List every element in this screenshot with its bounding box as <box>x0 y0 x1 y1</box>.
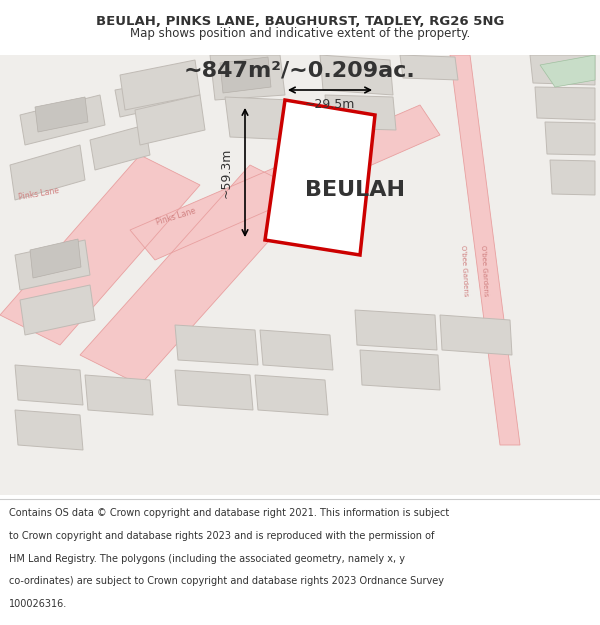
Polygon shape <box>175 325 258 365</box>
Polygon shape <box>15 410 83 450</box>
Polygon shape <box>320 55 393 95</box>
Text: Pinks Lane: Pinks Lane <box>155 206 197 227</box>
Polygon shape <box>130 105 440 260</box>
Polygon shape <box>400 55 458 80</box>
Polygon shape <box>360 350 440 390</box>
Polygon shape <box>15 365 83 405</box>
Polygon shape <box>15 240 90 290</box>
Polygon shape <box>545 122 595 155</box>
Polygon shape <box>225 97 295 140</box>
Text: BEULAH: BEULAH <box>305 180 405 200</box>
Polygon shape <box>85 375 153 415</box>
Polygon shape <box>0 155 200 345</box>
Polygon shape <box>530 55 595 85</box>
Polygon shape <box>540 55 595 87</box>
Polygon shape <box>35 97 88 132</box>
Text: BEULAH, PINKS LANE, BAUGHURST, TADLEY, RG26 5NG: BEULAH, PINKS LANE, BAUGHURST, TADLEY, R… <box>96 16 504 28</box>
Polygon shape <box>440 315 512 355</box>
Text: ~59.3m: ~59.3m <box>220 148 233 198</box>
Polygon shape <box>450 55 520 445</box>
Text: co-ordinates) are subject to Crown copyright and database rights 2023 Ordnance S: co-ordinates) are subject to Crown copyr… <box>9 576 444 586</box>
Polygon shape <box>355 310 437 350</box>
Text: Contains OS data © Crown copyright and database right 2021. This information is : Contains OS data © Crown copyright and d… <box>9 508 449 518</box>
Polygon shape <box>30 239 81 278</box>
Polygon shape <box>255 375 328 415</box>
Text: to Crown copyright and database rights 2023 and is reproduced with the permissio: to Crown copyright and database rights 2… <box>9 531 434 541</box>
Polygon shape <box>135 95 205 145</box>
Polygon shape <box>220 57 271 93</box>
Polygon shape <box>210 55 285 100</box>
Polygon shape <box>20 95 105 145</box>
Polygon shape <box>325 95 396 130</box>
Polygon shape <box>90 125 150 170</box>
Polygon shape <box>80 165 310 385</box>
Polygon shape <box>550 160 595 195</box>
Polygon shape <box>175 370 253 410</box>
Polygon shape <box>535 87 595 120</box>
Text: Pinks Lane: Pinks Lane <box>18 186 60 202</box>
Text: ~847m²/~0.209ac.: ~847m²/~0.209ac. <box>184 60 416 80</box>
Polygon shape <box>120 60 200 110</box>
Polygon shape <box>115 80 175 117</box>
Polygon shape <box>10 145 85 200</box>
Polygon shape <box>20 285 95 335</box>
Text: O'bee Gardens: O'bee Gardens <box>480 244 488 296</box>
Text: Map shows position and indicative extent of the property.: Map shows position and indicative extent… <box>130 27 470 39</box>
Text: 100026316.: 100026316. <box>9 599 67 609</box>
Polygon shape <box>265 100 375 255</box>
Text: O'bee Gardens: O'bee Gardens <box>460 244 469 296</box>
Text: HM Land Registry. The polygons (including the associated geometry, namely x, y: HM Land Registry. The polygons (includin… <box>9 554 405 564</box>
Polygon shape <box>260 330 333 370</box>
Text: ~29.5m: ~29.5m <box>305 98 355 111</box>
